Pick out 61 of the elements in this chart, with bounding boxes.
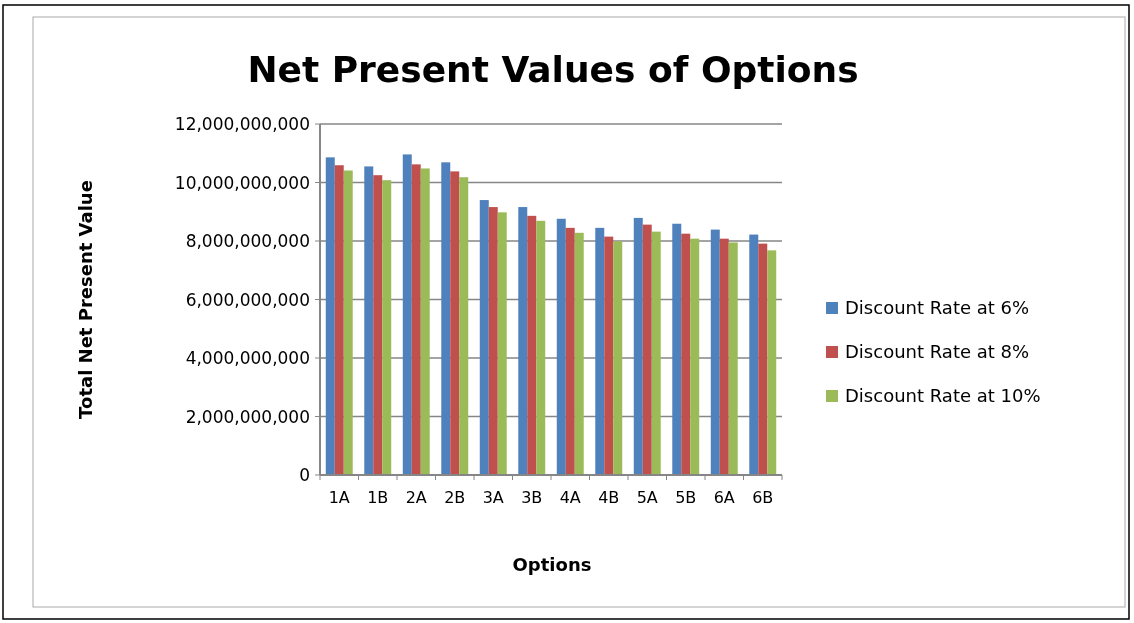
x-tick-label: 5B <box>675 488 697 507</box>
y-tick-label: 8,000,000,000 <box>185 231 310 251</box>
x-tick-label: 6B <box>752 488 774 507</box>
bar <box>719 238 729 475</box>
bar <box>681 233 691 475</box>
x-tick-label: 2B <box>444 488 466 507</box>
chart-title: Net Present Values of Options <box>247 49 859 90</box>
legend-label: Discount Rate at 6% <box>845 297 1030 318</box>
bar <box>325 157 335 475</box>
x-axis-title: Options <box>512 554 592 575</box>
bar <box>767 250 777 475</box>
bar <box>613 241 623 475</box>
bar <box>488 207 498 475</box>
x-tick-label: 3B <box>521 488 543 507</box>
bar <box>651 231 661 475</box>
bar <box>527 215 537 475</box>
y-tick-label: 0 <box>299 465 310 485</box>
x-tick-label: 1B <box>367 488 389 507</box>
legend-label: Discount Rate at 10% <box>845 385 1041 406</box>
bar <box>633 217 643 475</box>
bar <box>479 200 489 475</box>
bar <box>536 220 546 475</box>
bar <box>364 166 374 475</box>
bar <box>672 223 682 475</box>
bar <box>334 165 344 475</box>
bar <box>459 177 469 475</box>
bar <box>497 212 507 475</box>
bar <box>604 236 614 475</box>
x-tick-label: 2A <box>405 488 427 507</box>
bar <box>450 171 460 475</box>
y-tick-label: 4,000,000,000 <box>185 348 310 368</box>
bar <box>690 238 700 475</box>
bar <box>411 164 421 475</box>
y-tick-label: 12,000,000,000 <box>174 114 310 134</box>
x-tick-label: 4A <box>559 488 581 507</box>
x-tick-label: 6A <box>713 488 735 507</box>
bar <box>518 207 528 475</box>
bar <box>373 175 383 475</box>
y-tick-label: 2,000,000,000 <box>185 406 310 427</box>
bar <box>565 227 575 475</box>
bar <box>749 234 759 475</box>
y-axis-title: Total Net Present Value <box>75 180 96 419</box>
bar <box>758 243 768 475</box>
bar <box>595 227 605 475</box>
bar <box>574 232 584 475</box>
x-tick-label: 1A <box>328 488 350 507</box>
bar <box>441 162 451 475</box>
bar <box>728 242 738 475</box>
bar <box>382 180 392 475</box>
x-tick-label: 3A <box>482 488 504 507</box>
x-tick-label: 4B <box>598 488 620 507</box>
bar <box>402 154 412 475</box>
legend-label: Discount Rate at 8% <box>845 341 1030 362</box>
y-tick-label: 6,000,000,000 <box>185 289 310 310</box>
bar <box>710 229 720 475</box>
x-tick-label: 5A <box>636 488 658 507</box>
y-tick-label: 10,000,000,000 <box>174 172 310 193</box>
bar <box>556 218 566 475</box>
bar <box>420 168 430 475</box>
bar <box>642 224 652 475</box>
bar <box>343 170 353 475</box>
